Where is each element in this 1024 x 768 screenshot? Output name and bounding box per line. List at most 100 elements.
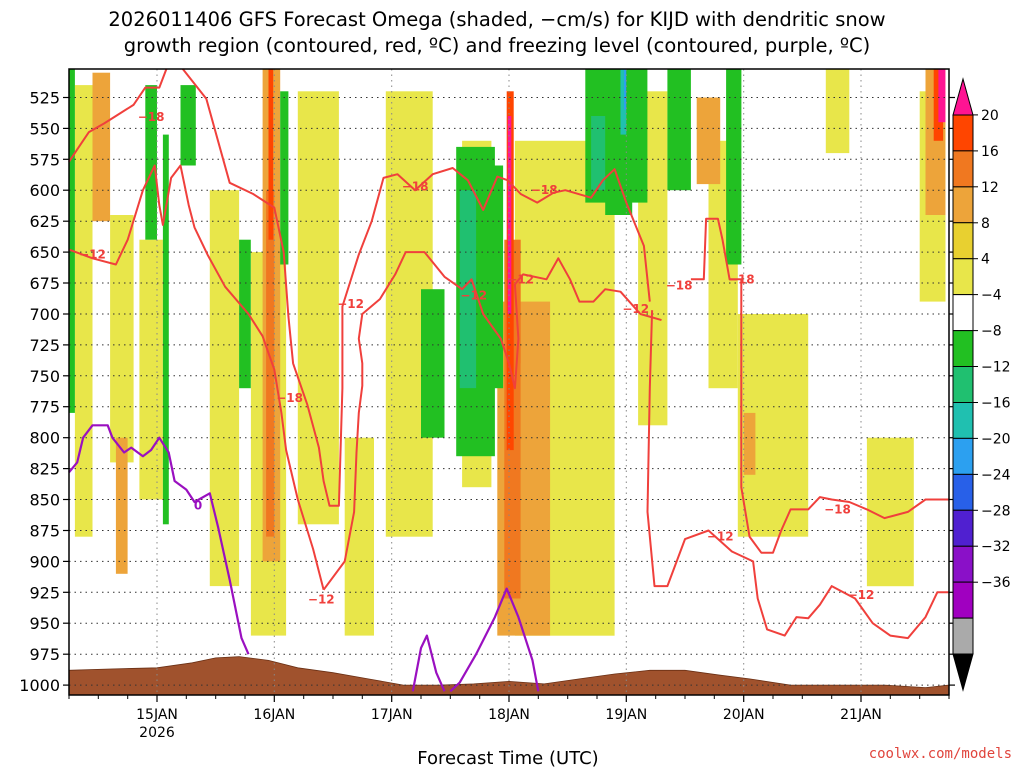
dgz-contour-5	[646, 310, 949, 640]
omega-cell-36	[280, 91, 289, 265]
omega-cell-0	[74, 85, 93, 537]
ytick-label-975: 975	[29, 645, 60, 664]
xtick-label-20JAN: 20JAN	[723, 707, 765, 723]
dgz-label-2: −18	[276, 391, 303, 405]
omega-cell-2	[139, 239, 163, 500]
ytick-label-950: 950	[29, 614, 60, 633]
dgz-label-5: −18	[402, 180, 429, 194]
ytick-label-925: 925	[29, 583, 60, 602]
xtick-label-17JAN: 17JAN	[371, 707, 413, 723]
colorbar-label-0: 20	[981, 108, 999, 124]
omega-cell-20	[268, 69, 274, 240]
colorbar-label-2: 12	[981, 180, 999, 196]
ytick-label-525: 525	[29, 89, 60, 108]
colorbar-label-10: −24	[981, 467, 1011, 483]
colorbar-swatch-6	[952, 294, 974, 332]
omega-cell-24	[507, 116, 512, 314]
y-axis: 525 550 575 600 625 650 675 700 725 750 775 800 825 8…	[19, 89, 955, 695]
colorbar-swatch-4	[952, 222, 974, 260]
terrain-fill	[68, 656, 950, 696]
colorbar-label-5: −4	[981, 288, 1002, 304]
colorbar-swatch-13	[952, 545, 974, 583]
colorbar-swatch-7	[952, 330, 974, 368]
dgz-contours	[68, 68, 949, 640]
omega-cell-16	[92, 72, 111, 222]
xtick-label-19JAN: 19JAN	[605, 707, 647, 723]
colorbar-label-4: 4	[981, 252, 990, 268]
ytick-label-600: 600	[29, 181, 60, 200]
dgz-contour-3	[322, 251, 662, 591]
chart-title-line-2: growth region (contoured, red, ºC) and f…	[124, 34, 871, 57]
omega-cell-5	[297, 91, 339, 525]
colorbar-label-7: −12	[981, 360, 1011, 376]
colorbar-label-12: −32	[981, 539, 1011, 555]
dgz-label-6: −12	[460, 288, 487, 302]
dgz-label-11: −18	[728, 272, 755, 286]
dgz-label-3: −12	[308, 593, 335, 607]
ytick-label-850: 850	[29, 491, 60, 510]
dgz-label-14: −12	[848, 588, 875, 602]
omega-cell-31	[69, 69, 75, 413]
ytick-label-700: 700	[29, 305, 60, 324]
ytick-label-650: 650	[29, 243, 60, 262]
gridlines	[69, 69, 949, 695]
omega-cell-13	[825, 69, 850, 154]
colorbar-swatch-0	[952, 77, 974, 116]
ytick-label-775: 775	[29, 398, 60, 417]
colorbar: 20 16 12 8 4 −4 −8 −12 −16 −20 −24 −28 −32 −36	[952, 77, 1011, 692]
omega-cell-48	[667, 69, 691, 191]
omega-cell-19	[266, 190, 275, 537]
omega-shading	[69, 69, 946, 636]
dgz-contour-2	[68, 164, 325, 591]
colorbar-label-6: −8	[981, 324, 1002, 340]
ytick-label-725: 725	[29, 336, 60, 355]
omega-cell-27	[743, 412, 756, 475]
dgz-label-4: −12	[337, 297, 364, 311]
colorbar-swatch-5	[952, 258, 974, 296]
ytick-label-625: 625	[29, 212, 60, 231]
dgz-label-12: −12	[707, 530, 734, 544]
dgz-label-0: −18	[138, 110, 165, 124]
terrain-area	[68, 656, 950, 696]
xtick-label-15JAN: 15JAN	[136, 707, 178, 723]
colorbar-swatch-9	[952, 401, 974, 439]
dgz-label-10: −18	[666, 279, 693, 293]
ytick-label-900: 900	[29, 552, 60, 571]
xtick-label-16JAN: 16JAN	[253, 707, 295, 723]
colorbar-swatch-12	[952, 509, 974, 547]
omega-cell-32	[145, 85, 157, 240]
dgz-label-13: −18	[824, 502, 851, 516]
colorbar-swatch-3	[952, 186, 974, 224]
colorbar-swatch-11	[952, 473, 974, 511]
omega-cell-17	[115, 437, 128, 574]
freezing-level-contours	[68, 424, 540, 693]
ytick-label-875: 875	[29, 522, 60, 541]
colorbar-label-9: −20	[981, 431, 1011, 447]
omega-cell-30	[938, 69, 946, 123]
colorbar-label-1: 16	[981, 144, 999, 160]
colorbar-swatch-8	[952, 366, 974, 403]
omega-cell-1	[110, 215, 134, 463]
omega-cell-49	[726, 69, 742, 265]
ytick-label-800: 800	[29, 429, 60, 448]
contour-labels: −18 −12 −18 −12 −12 −18 −12 −12 −18 −12 −18 −18 −12 −…	[79, 110, 874, 607]
freezing-contour-0	[68, 424, 250, 655]
x-axis-year: 2026	[139, 725, 175, 741]
dgz-label-1: −12	[79, 248, 106, 262]
dgz-contour-4	[690, 217, 949, 554]
omega-cell-3	[209, 190, 240, 587]
omega-cell-39	[459, 190, 477, 389]
omega-cell-34	[180, 85, 196, 166]
omega-cell-33	[162, 134, 169, 525]
colorbar-label-13: −36	[981, 575, 1011, 591]
credit-text: coolwx.com/models	[869, 746, 1012, 762]
ytick-label-550: 550	[29, 119, 60, 138]
omega-cell-47	[626, 69, 648, 203]
dgz-label-7: −12	[507, 272, 534, 286]
colorbar-label-3: 8	[981, 216, 990, 232]
chart-title-line-1: 2026011406 GFS Forecast Omega (shaded, −…	[108, 8, 885, 31]
omega-cell-37	[421, 289, 445, 438]
colorbar-swatch-14	[952, 581, 974, 619]
freezing-contour-1	[411, 634, 446, 692]
colorbar-swatch-2	[952, 150, 974, 188]
